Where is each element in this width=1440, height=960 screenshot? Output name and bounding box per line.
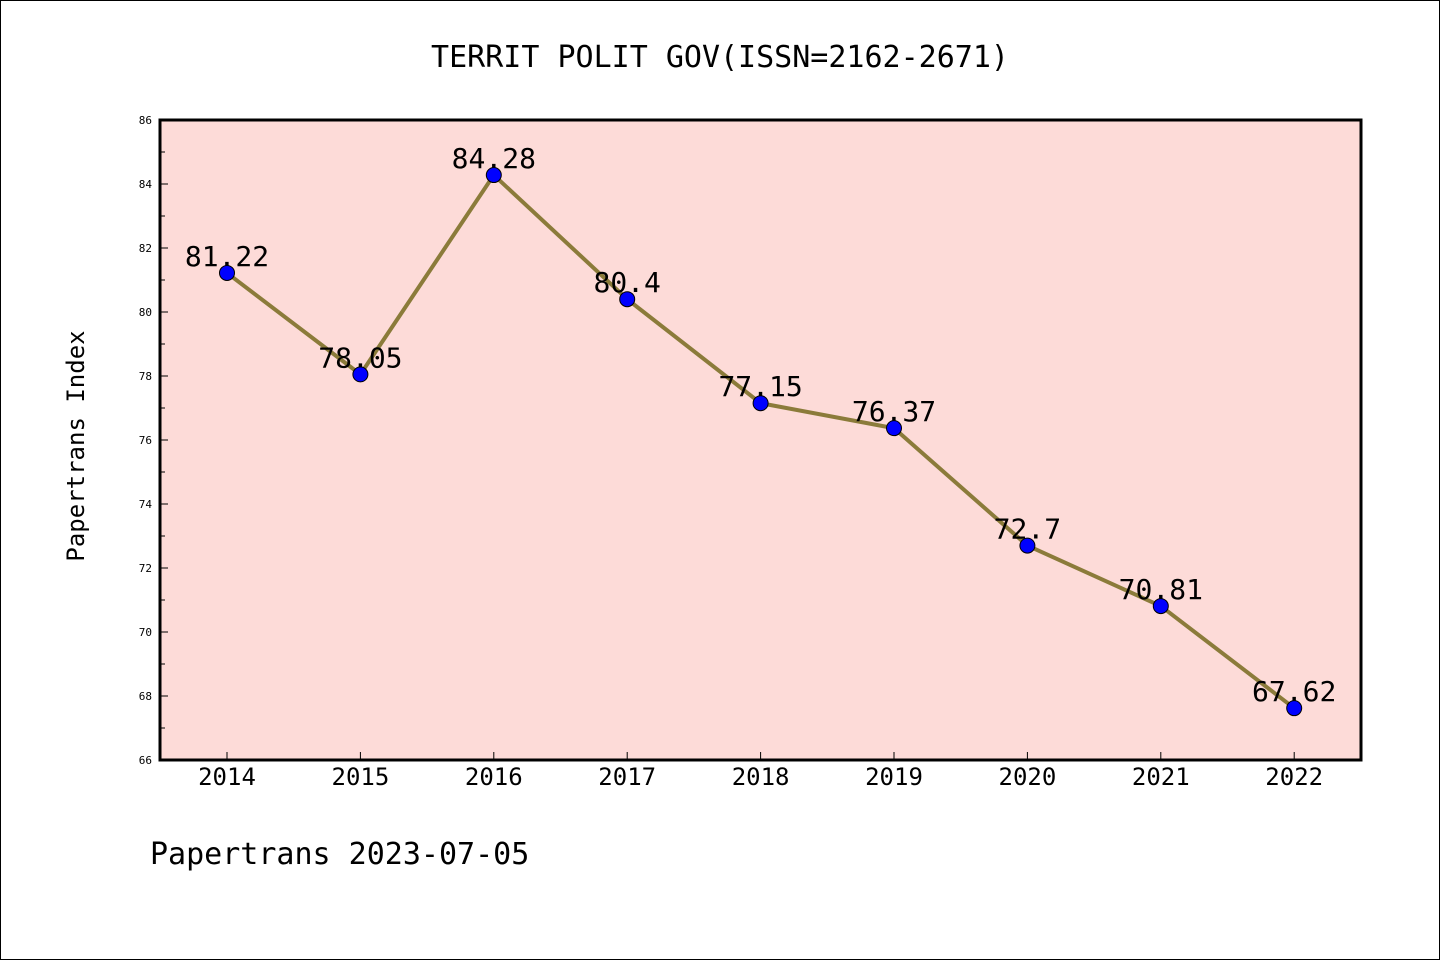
y-tick-label: 86 [139, 114, 152, 127]
y-axis-label: Papertrans Index [62, 330, 90, 561]
data-point [886, 420, 902, 437]
y-tick-label: 80 [139, 306, 152, 319]
x-axis: 2014 2015 2016 2017 2018 2019 2020 2021 2022 [198, 752, 1323, 791]
plot-area [158, 118, 1363, 762]
y-axis: 66 68 70 72 74 76 78 80 82 84 86 [139, 114, 168, 767]
x-tick-label: 2016 [465, 763, 523, 791]
footer-text: Papertrans 2023-07-05 [150, 837, 529, 872]
y-tick-label: 76 [139, 434, 152, 447]
data-point [1152, 598, 1169, 615]
y-tick-label: 72 [139, 562, 152, 575]
x-tick-label: 2015 [332, 763, 390, 791]
data-point [1019, 537, 1036, 554]
y-tick-label: 68 [139, 690, 152, 703]
data-label: 76.37 [852, 395, 936, 428]
y-tick-label: 66 [139, 754, 152, 767]
x-tick-label: 2022 [1265, 763, 1323, 791]
data-markers [219, 167, 1303, 717]
data-label: 72.7 [994, 513, 1061, 546]
data-point [352, 366, 369, 383]
x-tick-label: 2014 [198, 763, 256, 791]
x-tick-label: 2020 [999, 763, 1057, 791]
data-label: 70.81 [1119, 573, 1203, 606]
data-point [485, 167, 502, 184]
y-tick-label: 74 [139, 498, 153, 511]
data-point [619, 291, 636, 308]
data-point [752, 395, 769, 412]
data-label: 81.22 [185, 240, 269, 273]
y-tick-label: 84 [139, 178, 153, 191]
data-labels: 81.22 78.05 84.28 80.4 77.15 76.37 72.7 70.81 67… [185, 142, 1336, 708]
data-label: 77.15 [718, 370, 802, 403]
data-point [1286, 700, 1303, 717]
y-tick-label: 78 [139, 370, 152, 383]
chart-title: TERRIT POLIT GOV(ISSN=2162-2671) [431, 40, 1009, 75]
data-label: 84.28 [452, 142, 536, 175]
x-tick-label: 2021 [1132, 763, 1190, 791]
data-label: 80.4 [593, 266, 660, 299]
x-tick-label: 2019 [865, 763, 923, 791]
data-label: 78.05 [318, 341, 402, 374]
y-tick-label: 70 [139, 626, 152, 639]
data-label: 67.62 [1252, 675, 1336, 708]
data-point [219, 264, 235, 281]
x-tick-label: 2017 [598, 763, 656, 791]
y-tick-label: 82 [139, 242, 152, 255]
x-tick-label: 2018 [732, 763, 790, 791]
